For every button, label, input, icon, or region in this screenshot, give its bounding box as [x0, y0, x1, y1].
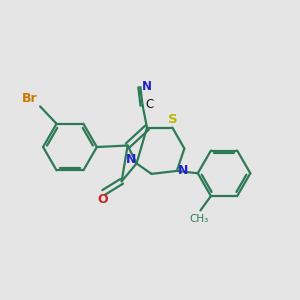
Text: O: O — [97, 194, 107, 206]
Text: CH₃: CH₃ — [189, 214, 208, 224]
Text: S: S — [168, 113, 177, 126]
Text: N: N — [125, 153, 136, 167]
Text: C: C — [145, 98, 154, 111]
Text: N: N — [142, 80, 152, 93]
Text: Br: Br — [22, 92, 38, 105]
Text: N: N — [178, 164, 189, 177]
